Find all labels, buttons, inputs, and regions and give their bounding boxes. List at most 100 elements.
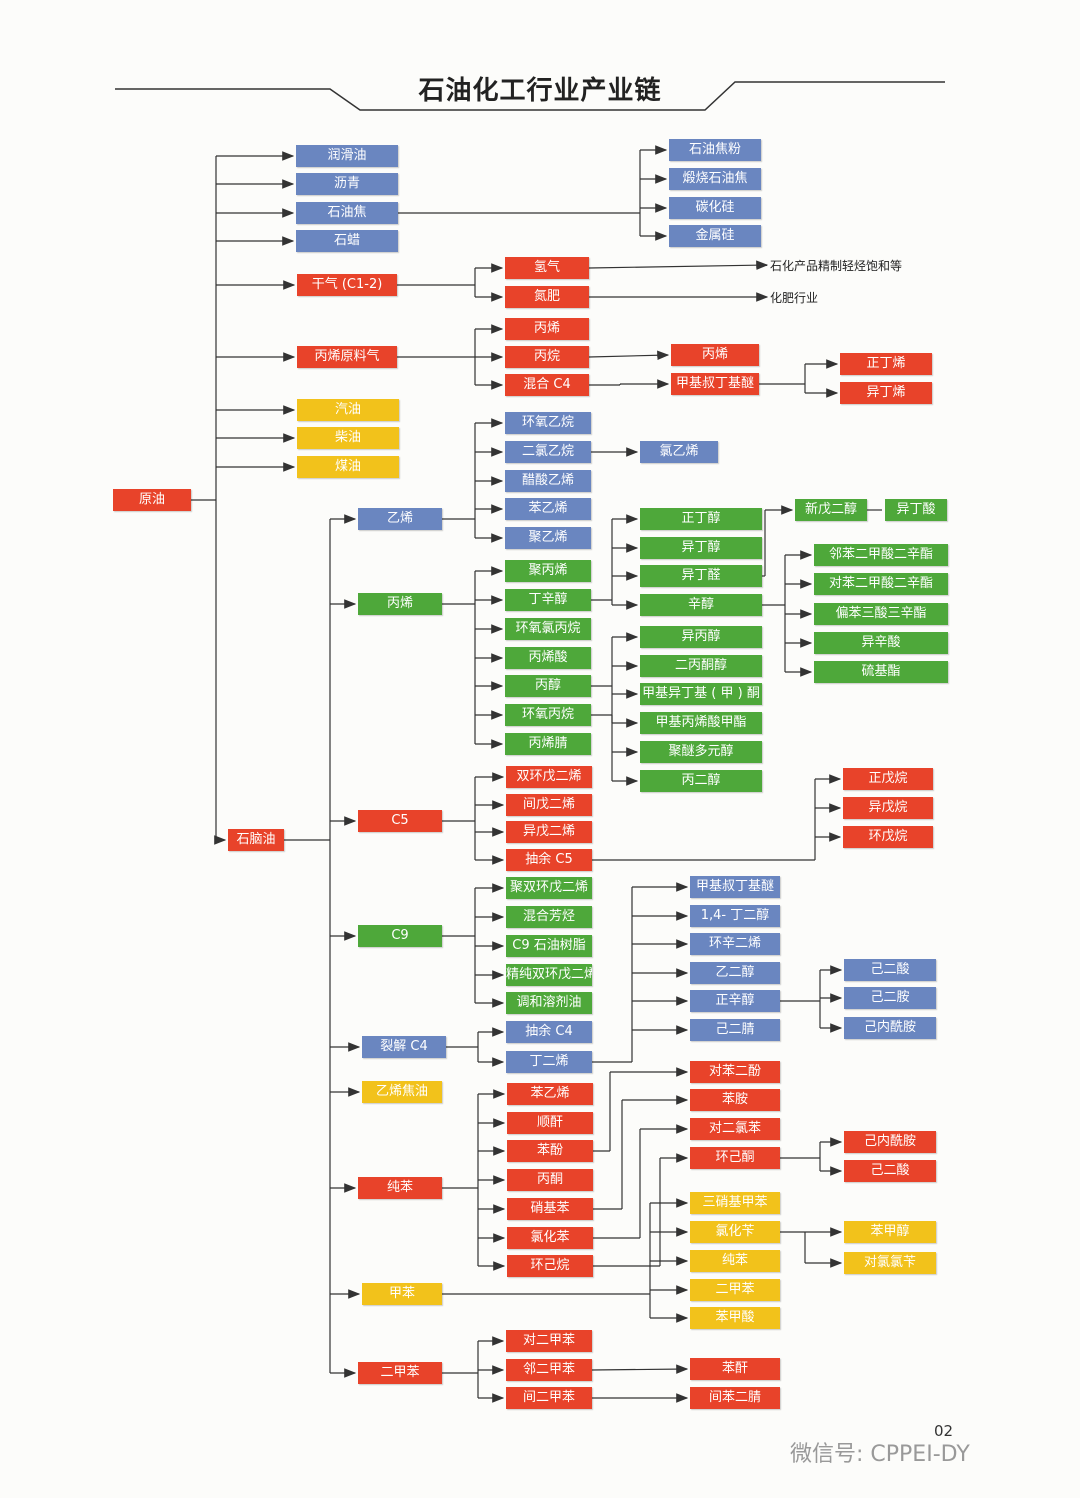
node-eg: 乙二醇 [690,962,780,984]
node-dotp: 对苯二甲酸二辛酯 [814,573,948,595]
node-propanol: 丙醇 [505,675,591,697]
node-oxo: 丁辛醇 [505,589,591,611]
node-propfeed: 丙烯原料气 [297,346,397,368]
node-ipentane: 异戊烷 [843,797,933,819]
node-c9: C9 [358,925,442,947]
node-pa: 苯酐 [690,1358,780,1380]
node-root: 原油 [113,489,191,511]
page-number: 02 [934,1422,954,1440]
node-daa: 二丙酮醇 [640,655,762,677]
node-thioester: 硫基酯 [814,661,948,683]
node-pdcb: 对二氯苯 [690,1118,780,1140]
node-naphtha: 石脑油 [228,829,284,851]
node-styrene1: 苯乙烯 [505,498,591,520]
node-resin: C9 石油树脂 [506,935,592,957]
node-propyleneG: 丙烯 [358,593,442,615]
node-adipic2: 己二酸 [844,1160,936,1182]
node-xylene: 二甲苯 [358,1362,442,1384]
node-nitro: 硝基苯 [507,1198,593,1220]
node-cokepowder: 石油焦粉 [669,139,761,161]
node-mx: 间二甲苯 [506,1387,592,1409]
page-title: 石油化工行业产业链 [418,76,662,106]
node-adn: 己二腈 [690,1019,780,1041]
node-chloro: 氯化苯 [507,1227,593,1249]
node-bdo: 1,4- 丁二醇 [690,905,780,927]
node-isoprene: 异戊二烯 [506,821,592,843]
node-asphalt: 沥青 [296,173,398,195]
node-phenol: 苯酚 [507,1140,593,1162]
node-wax: 石蜡 [296,230,398,252]
node-ethtar: 乙烯焦油 [362,1081,442,1103]
node-coke: 石油焦 [296,202,398,224]
node-hdcpd: 精纯双环戊二烯 [506,964,592,986]
node-nbuol: 正丁醇 [640,508,762,530]
node-cod: 环辛二烯 [690,933,780,955]
node-calcined: 煅烧石油焦 [669,168,761,190]
node-crackc4: 裂解 C4 [362,1036,446,1058]
node-capro2: 己内酰胺 [844,1131,936,1153]
node-mtbe1: 甲基叔丁基醚 [671,373,759,395]
node-aniline: 苯胺 [690,1089,780,1111]
node-pip: 间戊二烯 [506,794,592,816]
node-benzylcl: 氯化苄 [690,1221,780,1243]
node-hmda: 己二胺 [844,987,936,1009]
node-benzylalc: 苯甲醇 [844,1221,936,1243]
node-raffc5: 抽余 C5 [506,849,592,871]
title-decor-line [115,81,945,111]
node-npentane: 正戊烷 [843,768,933,790]
node-ipn: 间苯二腈 [690,1387,780,1409]
node-ox: 邻二甲苯 [506,1359,592,1381]
node-pp: 聚丙烯 [505,560,591,582]
node-pe: 聚乙烯 [505,527,591,549]
node-pdcpd: 聚双环戊二烯 [506,877,592,899]
node-totm: 偏苯三酸三辛酯 [814,603,948,625]
node-tnt: 三硝基甲苯 [690,1192,780,1214]
node-pccb: 对氯氯苄 [844,1252,936,1274]
node-lube: 润滑油 [296,145,398,167]
node-toluene: 甲苯 [362,1283,442,1305]
node-diesel: 柴油 [297,427,399,449]
note-t2: 化肥行业 [770,291,819,305]
node-propylene1: 丙烯 [505,318,589,340]
node-octanol: 辛醇 [640,594,762,616]
node-benzoic: 苯甲酸 [690,1307,780,1329]
node-benzene2: 纯苯 [690,1250,780,1272]
node-aa: 丙烯酸 [505,647,591,669]
node-mixc4: 混合 C4 [505,374,589,396]
node-adipic1: 己二酸 [844,959,936,981]
node-propane: 丙烷 [505,346,589,368]
node-isobutene: 异丁烯 [840,382,932,404]
node-ipa: 异丙醇 [640,626,762,648]
node-propylene2: 丙烯 [671,344,759,366]
node-nfert: 氮肥 [505,286,589,308]
node-acetone: 丙酮 [507,1169,593,1191]
node-cyclohexanone: 环己酮 [690,1147,780,1169]
node-vcm: 氯乙烯 [640,441,718,463]
node-pg: 丙二醇 [640,770,762,792]
node-ethylene: 乙烯 [358,508,442,530]
node-octanol2: 正辛醇 [690,990,780,1012]
node-styrene2: 苯乙烯 [507,1083,593,1105]
node-benzene: 纯苯 [358,1177,442,1199]
node-c5: C5 [358,810,442,832]
node-ibuol: 异丁醇 [640,537,762,559]
watermark: 微信号: CPPEI-DY [790,1442,970,1467]
node-kerosene: 煤油 [297,456,399,478]
node-dop: 邻苯二甲酸二辛酯 [814,544,948,566]
node-xylene2: 二甲苯 [690,1279,780,1301]
connector-propane-propylene2 [588,350,670,361]
node-cpentane: 环戊烷 [843,826,933,848]
node-isobutyric: 异丁酸 [885,499,947,521]
connector-h2-t1 [588,260,769,270]
node-eo: 环氧乙烷 [505,412,591,434]
node-ma: 顺酐 [507,1112,593,1134]
node-cyclohexane: 环己烷 [507,1255,593,1277]
node-mibk: 甲基异丁基 ( 甲 ) 酮 [640,683,762,705]
node-hq: 对苯二酚 [690,1061,780,1083]
note-t1: 石化产品精制轻烃饱和等 [770,259,903,273]
node-ibal: 异丁醛 [640,565,762,587]
node-edc: 二氯乙烷 [505,441,591,463]
node-butadiene: 丁二烯 [506,1051,592,1073]
node-gasoline: 汽油 [297,399,399,421]
